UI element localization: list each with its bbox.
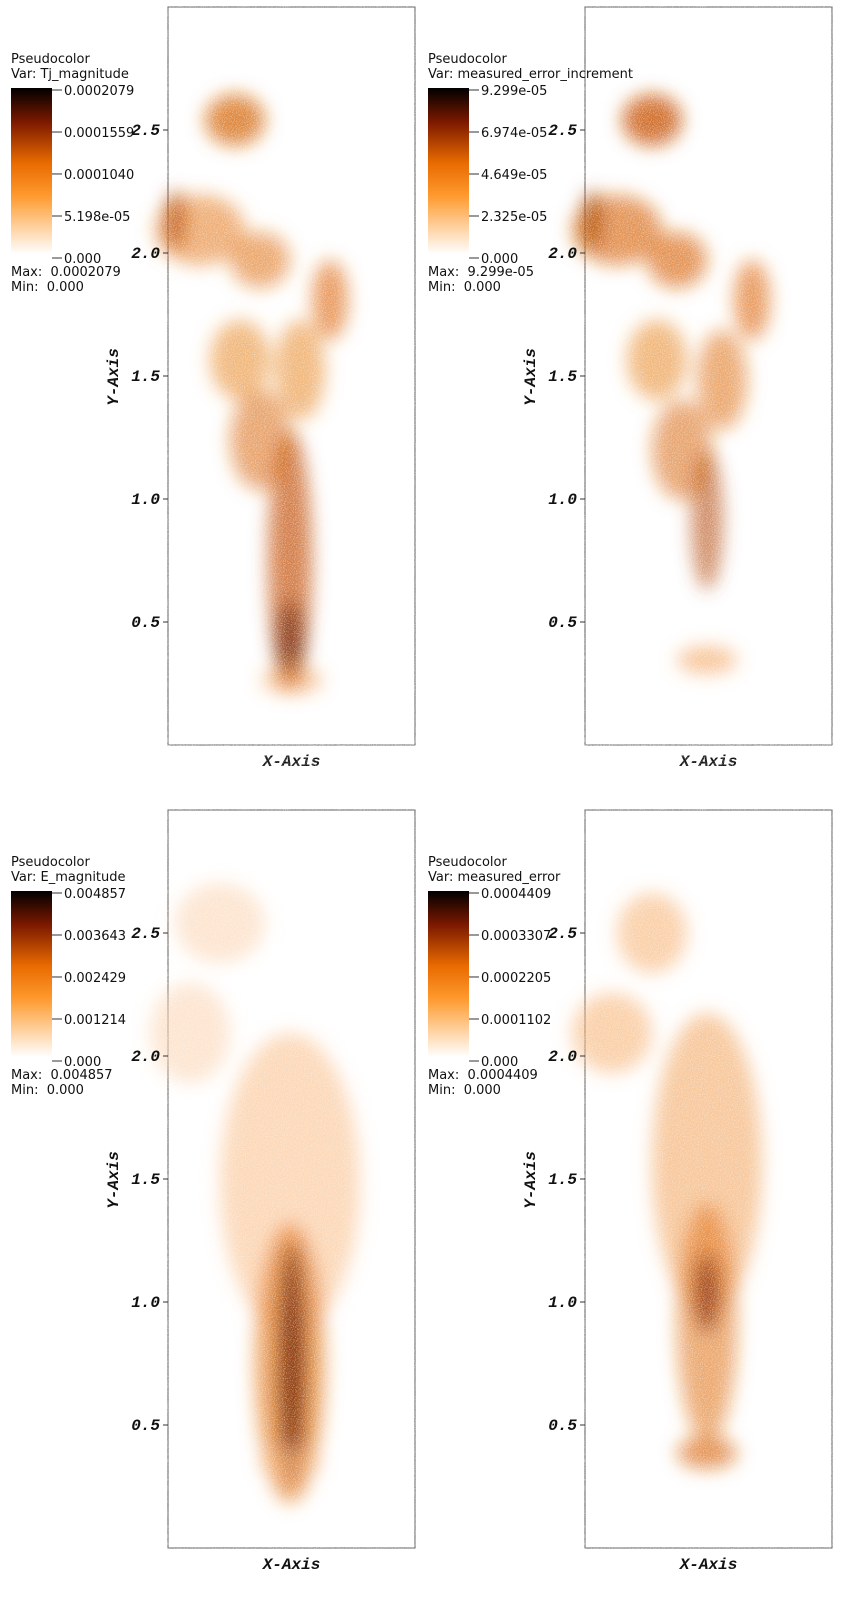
y-tick-label: 0.5: [548, 1417, 577, 1435]
x-axis-label: X-Axis: [679, 753, 738, 771]
legend-max: Max: 0.004857: [11, 1068, 113, 1083]
legend-max: Max: 0.0002079: [11, 265, 121, 280]
legend-title: Pseudocolor: [11, 855, 90, 870]
y-tick-label: 2.5: [548, 122, 577, 140]
y-tick-label: 2.5: [131, 122, 160, 140]
y-tick-label: 2.5: [548, 925, 577, 943]
y-tick-label: 1.0: [548, 1294, 577, 1312]
legend-min: Min: 0.000: [11, 280, 84, 295]
x-axis-label: X-Axis: [679, 1556, 738, 1574]
colorbar-tick-label: 0.0002079: [64, 84, 134, 99]
legend-variable: Var: measured_error_increment: [428, 67, 633, 82]
y-tick-label: 0.5: [548, 614, 577, 632]
colorbar-tick-label: 9.299e-05: [481, 84, 547, 99]
panel: 0.5 1.0 1.5 2.0 2.5 Y-Axis X-Axis PseudocolorVa…: [11, 6, 416, 771]
colorbar-tick-label: 0.001214: [64, 1013, 126, 1028]
legend-min: Min: 0.000: [428, 280, 501, 295]
legend-title: Pseudocolor: [428, 52, 507, 67]
colorbar-tick-label: 4.649e-05: [481, 168, 547, 183]
y-tick-label: 2.0: [131, 1048, 160, 1066]
y-tick-label: 1.5: [131, 368, 160, 386]
colorbar-tick-label: 0.004857: [64, 887, 126, 902]
legend-title: Pseudocolor: [428, 855, 507, 870]
field-grain: [169, 811, 414, 1547]
y-tick-label: 2.0: [131, 245, 160, 263]
y-tick-label: 1.5: [548, 368, 577, 386]
colorbar: [11, 88, 52, 254]
y-tick-label: 0.5: [131, 1417, 160, 1435]
colorbar-tick-label: 0.000: [481, 1055, 518, 1070]
y-tick-label: 1.5: [548, 1171, 577, 1189]
y-tick-label: 1.5: [131, 1171, 160, 1189]
legend-max: Max: 0.0004409: [428, 1068, 538, 1083]
x-axis-label: X-Axis: [262, 753, 321, 771]
x-axis-label: X-Axis: [262, 1556, 321, 1574]
field-grain: [586, 811, 831, 1547]
y-axis-label: Y-Axis: [105, 1151, 123, 1209]
y-tick-label: 2.5: [131, 925, 160, 943]
panel: 0.5 1.0 1.5 2.0 2.5 Y-Axis X-Axis PseudocolorVa…: [428, 809, 833, 1574]
colorbar-tick-label: 0.0003307: [481, 929, 551, 944]
y-tick-label: 2.0: [548, 245, 577, 263]
legend-min: Min: 0.000: [428, 1083, 501, 1098]
y-axis-label: Y-Axis: [522, 348, 540, 406]
colorbar-tick-label: 0.0002205: [481, 971, 551, 986]
y-tick-label: 1.0: [131, 491, 160, 509]
colorbar-tick-label: 6.974e-05: [481, 126, 547, 141]
colorbar-tick-label: 2.325e-05: [481, 210, 547, 225]
y-tick-label: 0.5: [131, 614, 160, 632]
legend-variable: Var: E_magnitude: [11, 870, 126, 885]
colorbar: [428, 891, 469, 1057]
legend-variable: Var: Tj_magnitude: [11, 67, 129, 82]
colorbar-tick-label: 0.000: [64, 1055, 101, 1070]
colorbar-tick-label: 0.0001559: [64, 126, 134, 141]
colorbar-tick-label: 0.003643: [64, 929, 126, 944]
colorbar-tick-label: 0.0001040: [64, 168, 134, 183]
colorbar: [11, 891, 52, 1057]
colorbar-tick-label: 0.0004409: [481, 887, 551, 902]
y-tick-label: 1.0: [131, 1294, 160, 1312]
colorbar-tick-label: 0.000: [64, 252, 101, 267]
panel: 0.5 1.0 1.5 2.0 2.5 Y-Axis X-Axis PseudocolorVa…: [428, 6, 833, 771]
legend-variable: Var: measured_error: [428, 870, 561, 885]
y-axis-label: Y-Axis: [522, 1151, 540, 1209]
y-tick-label: 2.0: [548, 1048, 577, 1066]
legend-min: Min: 0.000: [11, 1083, 84, 1098]
colorbar-tick-label: 0.0001102: [481, 1013, 551, 1028]
colorbar-tick-label: 5.198e-05: [64, 210, 130, 225]
colorbar-tick-label: 0.000: [481, 252, 518, 267]
colorbar-tick-label: 0.002429: [64, 971, 126, 986]
colorbar: [428, 88, 469, 254]
y-tick-label: 1.0: [548, 491, 577, 509]
panel: 0.5 1.0 1.5 2.0 2.5 Y-Axis X-Axis PseudocolorVa…: [11, 809, 416, 1574]
field-grain: [169, 8, 414, 744]
field-grain: [586, 8, 831, 744]
legend-max: Max: 9.299e-05: [428, 265, 534, 280]
y-axis-label: Y-Axis: [105, 348, 123, 406]
legend-title: Pseudocolor: [11, 52, 90, 67]
